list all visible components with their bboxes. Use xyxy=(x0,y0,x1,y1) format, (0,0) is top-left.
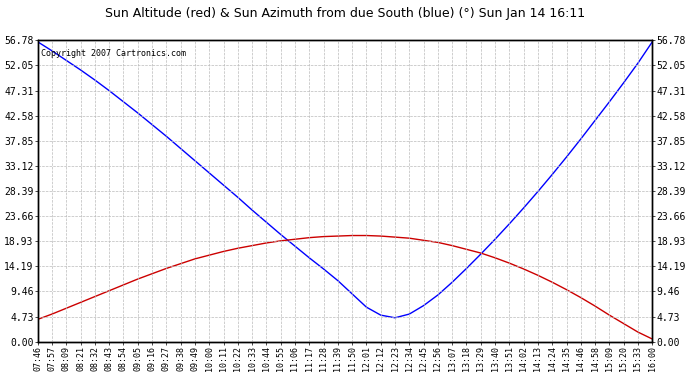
Text: Sun Altitude (red) & Sun Azimuth from due South (blue) (°) Sun Jan 14 16:11: Sun Altitude (red) & Sun Azimuth from du… xyxy=(105,8,585,21)
Text: Copyright 2007 Cartronics.com: Copyright 2007 Cartronics.com xyxy=(41,50,186,58)
